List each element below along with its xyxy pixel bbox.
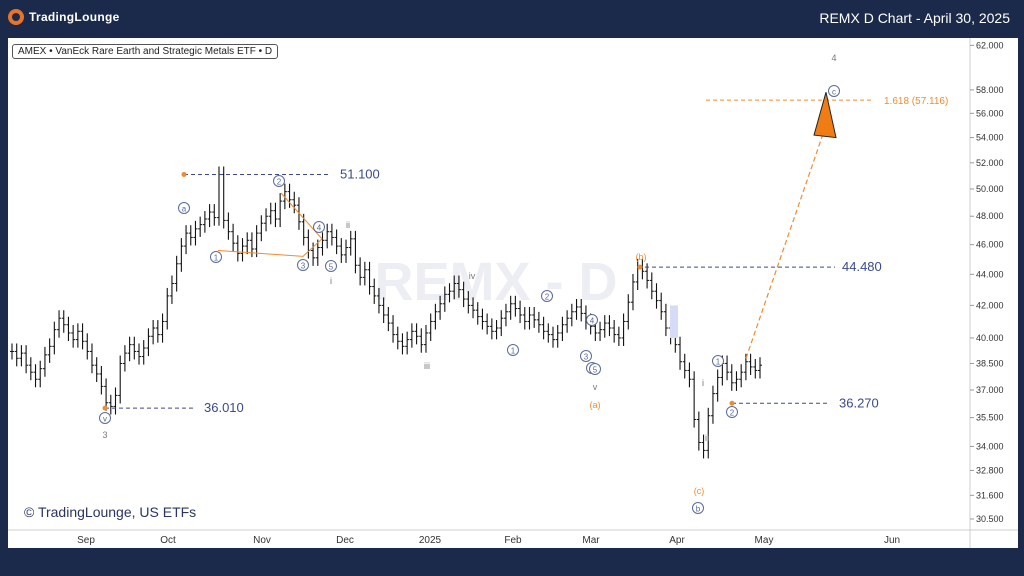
wave-circle	[273, 175, 285, 187]
y-tick-label: 52.000	[976, 158, 1004, 168]
highlight-box	[670, 305, 678, 338]
pivot-dot	[181, 171, 187, 177]
wave-label: v	[103, 415, 107, 424]
wave-label: b	[696, 505, 701, 514]
y-tick-label: 54.000	[976, 133, 1004, 143]
header-bar: TradingLounge REMX D Chart - April 30, 2…	[0, 0, 1024, 36]
target-arrow-icon	[813, 92, 837, 139]
level-label: 44.480	[842, 259, 882, 274]
y-tick-label: 32.800	[976, 465, 1004, 475]
wave-label: 2	[730, 409, 735, 418]
symbol-label: AMEX • VanEck Rare Earth and Strategic M…	[12, 44, 279, 59]
level-label: 1.618 (57.116)	[884, 96, 948, 107]
x-tick-label: Nov	[253, 535, 271, 546]
wave-label: 4	[590, 317, 595, 326]
wave-label-plain: (c)	[694, 486, 705, 496]
y-tick-label: 30.500	[976, 514, 1004, 524]
wave-label-plain: (b)	[636, 252, 647, 262]
wave-label-plain: v	[593, 382, 598, 392]
wave-label-plain: ii	[705, 433, 709, 443]
wave-label: 2	[545, 293, 550, 302]
projection-line	[745, 125, 827, 359]
wave-label-plain: ii	[346, 220, 350, 230]
wave-circle	[541, 290, 553, 302]
y-tick-label: 58.000	[976, 85, 1004, 95]
wave-circle	[325, 260, 337, 272]
wave-label: c	[832, 88, 836, 97]
wave-label: 3	[584, 353, 589, 362]
wave-label: 4	[317, 224, 322, 233]
chart-title: REMX D Chart - April 30, 2025	[819, 10, 1010, 26]
y-tick-label: 37.000	[976, 385, 1004, 395]
wave-label: 5	[593, 366, 598, 375]
wave-label-plain: iii	[424, 361, 430, 371]
brand-logo[interactable]: TradingLounge	[8, 9, 120, 25]
x-tick-label: Feb	[504, 535, 522, 546]
pivot-dot	[729, 400, 735, 406]
wave-circle	[692, 502, 704, 514]
wave-label-plain: 3	[102, 430, 107, 440]
wave-label-plain: iv	[469, 271, 476, 281]
logo-icon	[8, 9, 24, 25]
wave-label: 5	[329, 263, 334, 272]
wave-connector	[217, 192, 323, 257]
pivot-dot	[637, 264, 643, 270]
x-tick-label: Mar	[582, 535, 600, 546]
x-tick-label: Dec	[336, 535, 354, 546]
y-tick-label: 56.000	[976, 108, 1004, 118]
x-tick-label: 2025	[419, 535, 442, 546]
wave-circle	[580, 350, 592, 362]
y-tick-label: 35.500	[976, 413, 1004, 423]
pivot-dot	[102, 405, 108, 411]
y-tick-label: 31.600	[976, 490, 1004, 500]
wave-circle	[586, 314, 598, 326]
x-tick-label: May	[755, 535, 774, 546]
y-tick-label: 62.000	[976, 40, 1004, 50]
y-tick-label: 42.000	[976, 300, 1004, 310]
wave-label: 1	[511, 347, 516, 356]
wave-label: a	[182, 205, 187, 214]
wave-circle	[297, 259, 309, 271]
wave-label-plain: (a)	[590, 400, 601, 410]
y-tick-label: 44.000	[976, 269, 1004, 279]
x-tick-label: Oct	[160, 535, 176, 546]
y-tick-label: 50.000	[976, 184, 1004, 194]
wave-circle	[712, 355, 724, 367]
price-chart[interactable]: REMX - D30.50031.60032.80034.00035.50037…	[8, 38, 1018, 548]
wave-circle	[99, 412, 111, 424]
wave-circle	[507, 344, 519, 356]
x-tick-label: Sep	[77, 535, 95, 546]
wave-label: 1	[716, 358, 721, 367]
wave-label: 3	[301, 262, 306, 271]
level-label: 36.270	[839, 395, 879, 410]
y-tick-label: 46.000	[976, 240, 1004, 250]
wave-circle	[210, 251, 222, 263]
x-tick-label: Jun	[884, 535, 900, 546]
wave-label-plain: 4	[831, 53, 836, 63]
wave-label-plain: i	[330, 276, 332, 286]
wave-circle	[828, 85, 840, 97]
level-label: 36.010	[204, 400, 244, 415]
wave-circle	[589, 363, 601, 375]
y-tick-label: 38.500	[976, 358, 1004, 368]
wave-label: 2	[277, 178, 282, 187]
footer-bar	[0, 548, 1024, 576]
x-tick-label: Apr	[669, 535, 685, 546]
brand-name: TradingLounge	[29, 10, 120, 24]
wave-label: 1	[214, 254, 219, 263]
chart-area[interactable]: REMX - D 30.500 31.600 32.800 34.000 35.500 37…	[8, 38, 1018, 548]
y-tick-label: 48.000	[976, 211, 1004, 221]
wave-circle	[726, 406, 738, 418]
y-tick-label: 40.000	[976, 333, 1004, 343]
y-tick-label: 34.000	[976, 441, 1004, 451]
wave-circle	[178, 202, 190, 214]
wave-circle	[313, 221, 325, 233]
copyright-text: © TradingLounge, US ETFs	[24, 504, 197, 520]
level-label: 51.100	[340, 166, 380, 181]
wave-label-plain: i	[702, 378, 704, 388]
